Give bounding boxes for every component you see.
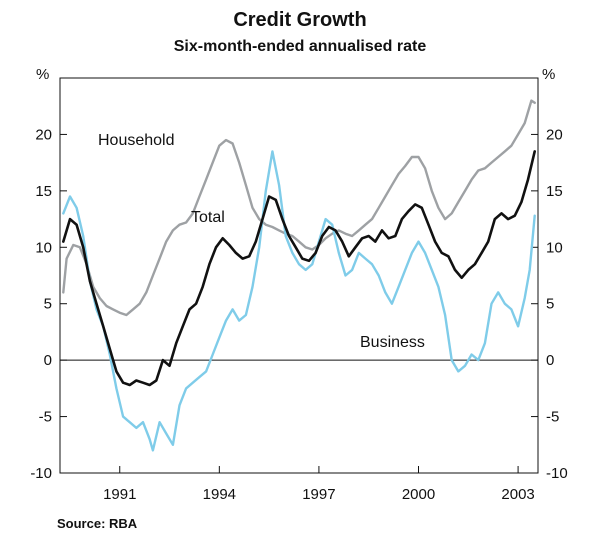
y-tick-label-left: -10 — [30, 465, 52, 482]
y-tick-label-right: 20 — [546, 126, 563, 143]
y-tick-label-left: 10 — [35, 239, 52, 256]
y-tick-label-right: 0 — [546, 352, 554, 369]
x-axis: 1991 1994 1997 2000 2003 — [103, 466, 535, 503]
series-lines — [61, 99, 537, 452]
y-tick-label-left: 20 — [35, 126, 52, 143]
series-line-household — [62, 99, 536, 317]
y-tick-label-right: 5 — [546, 296, 554, 313]
series-label-business: Business — [360, 334, 425, 351]
y-tick-label-right: -10 — [546, 465, 568, 482]
x-tick-label: 1994 — [203, 486, 236, 503]
y-tick-label-left: 5 — [44, 296, 52, 313]
series-line-total — [61, 150, 537, 387]
y-tick-label-left: 15 — [35, 183, 52, 200]
y-axis-left: -10 -5 0 5 10 15 20 — [30, 126, 67, 482]
series-label-total: Total — [191, 209, 225, 226]
y-unit-right: % — [542, 66, 555, 83]
chart-subtitle: Six-month-ended annualised rate — [174, 38, 427, 55]
x-tick-label: 2000 — [402, 486, 435, 503]
y-tick-label-right: 10 — [546, 239, 563, 256]
y-unit-left: % — [36, 66, 49, 83]
y-tick-label-left: 0 — [44, 352, 52, 369]
x-tick-label: 2003 — [501, 486, 534, 503]
y-tick-label-right: -5 — [546, 409, 559, 426]
chart-title: Credit Growth — [233, 9, 366, 31]
y-axis-right: -10 -5 0 5 10 15 20 — [531, 126, 568, 482]
y-tick-label-left: -5 — [39, 409, 52, 426]
x-tick-label: 1991 — [103, 486, 136, 503]
plot-frame — [59, 77, 539, 474]
x-tick-label: 1997 — [302, 486, 335, 503]
series-label-household: Household — [98, 132, 175, 149]
series-line-business — [62, 150, 536, 452]
source-note: Source: RBA — [57, 516, 138, 531]
y-tick-label-right: 15 — [546, 183, 563, 200]
